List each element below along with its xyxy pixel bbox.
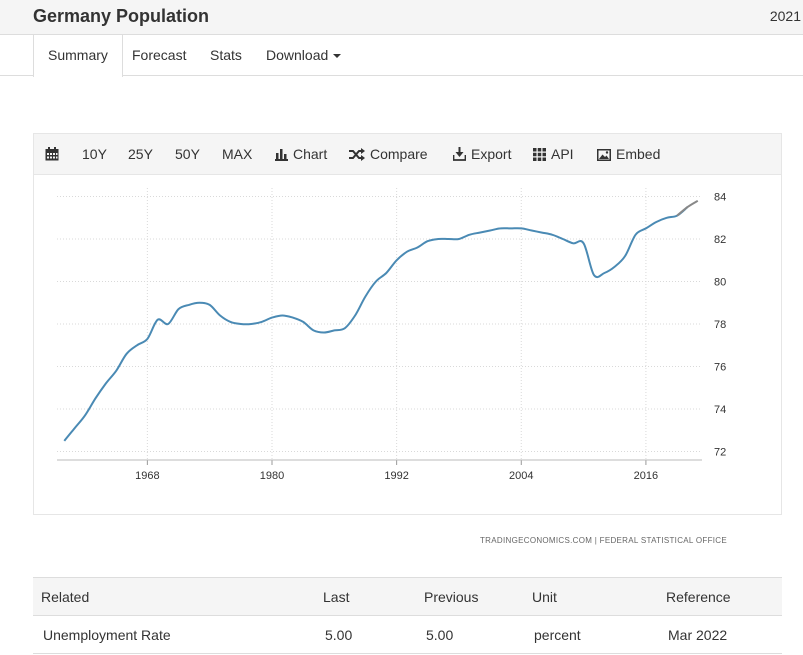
x-tick-label: 1992 — [384, 470, 408, 482]
y-tick-label: 76 — [714, 362, 726, 374]
column-header-related: Related — [33, 577, 315, 616]
last-value: 5.00 — [315, 615, 416, 654]
api-button[interactable]: API — [533, 134, 574, 174]
table-row[interactable]: Unemployment Rate 5.00 5.00 percent Mar … — [33, 615, 782, 654]
y-tick-label: 84 — [714, 192, 726, 204]
chart-attribution: TRADINGECONOMICS.COM | FEDERAL STATISTIC… — [480, 536, 728, 545]
x-tick-label: 2016 — [634, 470, 658, 482]
y-tick-label: 72 — [714, 447, 726, 459]
series-line-latest — [676, 199, 699, 217]
api-label: API — [551, 146, 574, 162]
grid-icon — [533, 148, 546, 161]
tab-stats[interactable]: Stats — [196, 35, 256, 76]
y-tick-label: 78 — [714, 319, 726, 331]
x-tick-label: 1980 — [260, 470, 284, 482]
calendar-icon — [45, 147, 59, 161]
bar-chart-icon — [275, 149, 288, 161]
y-tick-label: 74 — [714, 404, 726, 416]
period-max-button[interactable]: MAX — [222, 146, 253, 162]
chart-area: 72 74 76 78 80 82 84 1968 1980 1992 2004 2016 TRADI… — [34, 175, 781, 545]
shuffle-icon — [349, 148, 365, 161]
tab-download[interactable]: Download — [252, 35, 355, 76]
series-line — [63, 206, 689, 442]
embed-label: Embed — [616, 146, 661, 162]
chart-type-label: Chart — [293, 146, 328, 162]
column-header-last: Last — [315, 577, 416, 616]
y-tick-label: 82 — [714, 234, 726, 246]
page-title: Germany Population — [33, 6, 210, 26]
tab-bar: Summary Forecast Stats Download — [0, 35, 803, 77]
column-header-reference: Reference — [658, 577, 782, 616]
table-header-row: Related Last Previous Unit Reference — [33, 577, 782, 616]
tab-download-label: Download — [266, 47, 329, 63]
x-tick-label: 2004 — [509, 470, 533, 482]
y-tick-label: 80 — [714, 277, 726, 289]
x-tick-label: 1968 — [135, 470, 159, 482]
chart-type-button[interactable]: Chart — [275, 134, 327, 174]
download-icon — [452, 147, 467, 161]
previous-value: 5.00 — [416, 615, 524, 654]
reference-value: Mar 2022 — [658, 615, 782, 654]
chart-panel: 10Y 25Y 50Y MAX Chart Compare — [33, 133, 782, 545]
tab-summary-label: Summary — [48, 47, 108, 63]
export-label: Export — [471, 146, 512, 162]
period-10y-button[interactable]: 10Y — [82, 146, 107, 162]
year-label: 2021 — [769, 8, 801, 24]
related-table: Related Last Previous Unit Reference Une… — [33, 577, 782, 654]
tab-forecast[interactable]: Forecast — [118, 35, 200, 76]
tab-summary[interactable]: Summary — [33, 35, 123, 77]
embed-button[interactable]: Embed — [597, 134, 660, 174]
unit-value: percent — [524, 615, 658, 654]
calendar-button[interactable] — [45, 134, 64, 174]
compare-button[interactable]: Compare — [349, 134, 428, 174]
tab-stats-label: Stats — [210, 47, 242, 63]
period-50y-button[interactable]: 50Y — [175, 146, 200, 162]
column-header-previous: Previous — [416, 577, 524, 616]
export-button[interactable]: Export — [452, 134, 512, 174]
related-indicator-link[interactable]: Unemployment Rate — [33, 615, 315, 654]
image-icon — [597, 149, 611, 161]
period-25y-button[interactable]: 25Y — [128, 146, 153, 162]
tab-forecast-label: Forecast — [132, 47, 187, 63]
population-line-chart: 72 74 76 78 80 82 84 1968 1980 1992 2004 2016 — [57, 188, 726, 482]
column-header-unit: Unit — [524, 577, 658, 616]
chart-toolbar: 10Y 25Y 50Y MAX Chart Compare — [34, 134, 781, 175]
compare-label: Compare — [370, 146, 428, 162]
top-header: Germany Population 2021 — [0, 0, 803, 35]
caret-down-icon — [333, 54, 342, 59]
